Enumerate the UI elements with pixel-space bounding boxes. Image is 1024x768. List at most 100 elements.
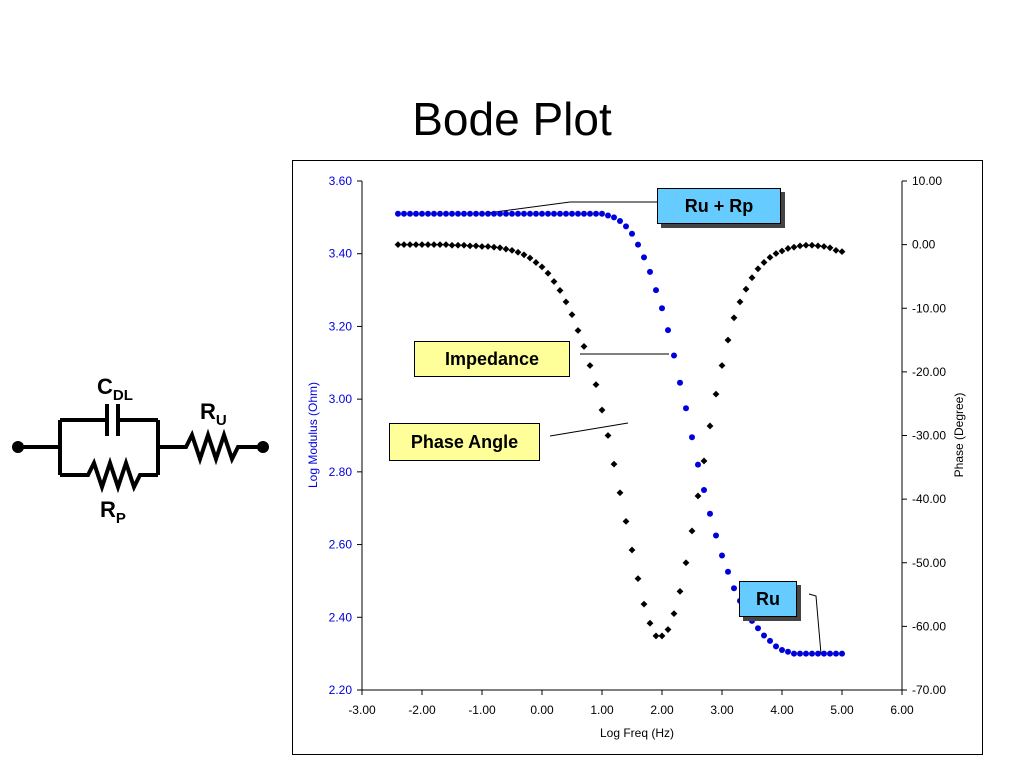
phase-point-71 (820, 243, 828, 250)
phase-point-54 (718, 362, 726, 369)
equivalent-circuit: CDL RU RP (12, 374, 269, 527)
modulus-point-11 (461, 210, 467, 217)
cdl-label: CDL (97, 374, 133, 404)
modulus-point-36 (611, 214, 617, 221)
x-tick-label-2: -1.00 (468, 703, 496, 717)
phase-point-13 (472, 242, 480, 250)
phase-point-18 (502, 245, 510, 253)
x-tick-label-1: -2.00 (408, 703, 436, 717)
modulus-point-47 (677, 379, 683, 386)
x-tick-label-3: 0.00 (530, 703, 554, 717)
leader-phase-angle (549, 422, 629, 437)
modulus-point-40 (635, 241, 641, 248)
y-tick-label-left-4: 3.00 (329, 392, 353, 406)
phase-point-31 (580, 343, 588, 350)
phase-point-43 (652, 632, 660, 640)
phase-point-62 (766, 253, 774, 261)
phase-point-36 (610, 460, 618, 468)
chart-frame (292, 160, 983, 755)
modulus-point-50 (695, 461, 701, 468)
modulus-point-26 (551, 210, 557, 217)
modulus-point-28 (563, 210, 569, 217)
modulus-point-72 (827, 650, 833, 657)
x-axis-label: Log Freq (Hz) (600, 726, 674, 740)
rp-label: RP (100, 497, 126, 527)
phase-point-47 (676, 587, 684, 595)
modulus-point-54 (719, 552, 725, 559)
modulus-point-23 (533, 210, 539, 217)
modulus-point-70 (815, 650, 821, 657)
modulus-point-7 (437, 210, 443, 217)
terminal-left (12, 441, 24, 453)
phase-point-21 (520, 251, 528, 259)
y-tick-label-right-3: -40.00 (912, 492, 946, 506)
phase-point-68 (802, 241, 810, 249)
y-tick-label-right-8: 10.00 (912, 174, 942, 188)
phase-point-19 (508, 246, 516, 254)
phase-point-29 (568, 311, 576, 319)
callout-ru: Ru (739, 581, 797, 617)
modulus-point-17 (497, 210, 503, 217)
phase-point-48 (682, 559, 690, 567)
y-tick-label-left-7: 3.60 (329, 174, 353, 188)
modulus-point-2 (407, 210, 413, 217)
phase-point-9 (448, 241, 456, 249)
x-tick-label-8: 5.00 (830, 703, 854, 717)
phase-point-34 (598, 406, 606, 414)
phase-point-61 (760, 259, 768, 266)
phase-point-58 (742, 285, 750, 293)
modulus-point-14 (479, 210, 485, 217)
y-axis-label-right: Phase (Degree) (952, 393, 966, 478)
modulus-point-35 (605, 212, 611, 219)
phase-point-44 (658, 632, 666, 640)
modulus-point-18 (503, 210, 509, 217)
phase-point-30 (574, 327, 582, 334)
y-tick-label-left-6: 3.40 (329, 247, 353, 261)
modulus-point-67 (797, 650, 803, 657)
modulus-point-20 (515, 210, 521, 217)
phase-point-27 (556, 287, 564, 294)
y-tick-label-left-1: 2.40 (329, 610, 353, 624)
modulus-point-68 (803, 650, 809, 657)
phase-point-52 (706, 422, 714, 430)
modulus-point-69 (809, 650, 815, 657)
modulus-point-63 (773, 643, 779, 650)
modulus-point-59 (749, 617, 755, 624)
y-tick-label-left-0: 2.20 (329, 683, 353, 697)
terminal-right (257, 441, 269, 453)
slide-title: Bode Plot (412, 93, 612, 145)
modulus-point-65 (785, 648, 791, 655)
phase-point-11 (460, 241, 468, 249)
ru-label: RU (200, 399, 227, 429)
phase-point-57 (736, 298, 744, 306)
y-axis-label-left: Log Modulus (Ohm) (306, 382, 320, 488)
modulus-point-13 (473, 210, 479, 217)
phase-point-74 (838, 248, 846, 256)
phase-point-65 (784, 245, 792, 252)
modulus-point-19 (509, 210, 515, 217)
phase-point-10 (454, 241, 462, 249)
modulus-point-34 (599, 210, 605, 217)
modulus-point-38 (623, 223, 629, 230)
modulus-point-62 (767, 637, 773, 644)
phase-point-73 (832, 246, 840, 254)
modulus-point-60 (755, 625, 761, 632)
modulus-point-43 (653, 287, 659, 294)
x-tick-label-4: 1.00 (590, 703, 614, 717)
phase-point-35 (604, 432, 612, 439)
modulus-point-66 (791, 650, 797, 657)
modulus-point-1 (401, 210, 407, 217)
y-tick-label-right-6: -10.00 (912, 301, 946, 315)
x-tick-label-7: 4.00 (770, 703, 794, 717)
phase-point-70 (814, 242, 822, 250)
phase-point-16 (490, 243, 498, 251)
y-tick-label-left-5: 3.20 (329, 319, 353, 333)
modulus-point-71 (821, 650, 827, 657)
modulus-point-12 (467, 210, 473, 217)
phase-point-49 (688, 527, 696, 535)
modulus-point-48 (683, 405, 689, 412)
phase-point-22 (526, 254, 534, 262)
x-tick-label-6: 3.00 (710, 703, 734, 717)
modulus-point-21 (521, 210, 527, 217)
phase-point-46 (670, 610, 678, 618)
